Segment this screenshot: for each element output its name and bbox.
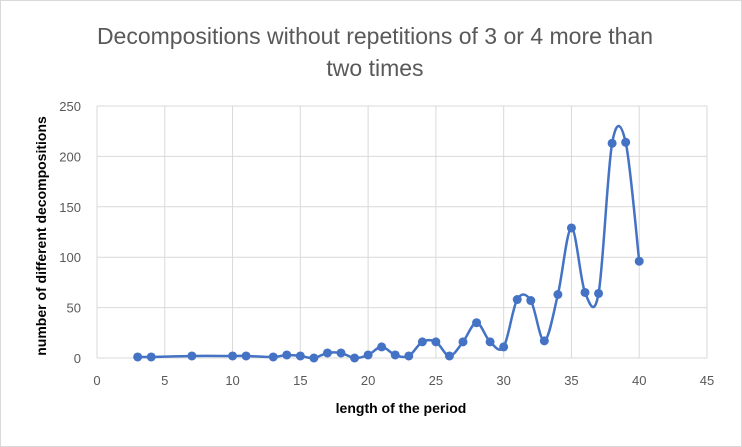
- x-tick-label: 10: [225, 373, 239, 388]
- x-tick-label: 45: [700, 373, 714, 388]
- data-point: [187, 351, 197, 361]
- data-point: [228, 351, 238, 361]
- y-tick-label: 200: [59, 149, 81, 164]
- data-point: [336, 348, 346, 358]
- data-point: [363, 350, 373, 360]
- y-tick-label: 250: [59, 99, 81, 114]
- data-point: [512, 295, 522, 305]
- data-point: [634, 256, 644, 266]
- x-tick-label: 20: [361, 373, 375, 388]
- data-point: [431, 337, 441, 347]
- series-line: [137, 124, 641, 360]
- data-point: [458, 337, 468, 347]
- y-tick-label: 100: [59, 250, 81, 265]
- data-point: [268, 352, 278, 362]
- x-axis-title: length of the period: [336, 400, 467, 416]
- gridlines: [96, 105, 708, 359]
- data-point: [499, 342, 509, 352]
- data-point: [309, 353, 319, 363]
- y-tick-label: 0: [74, 351, 81, 366]
- data-point: [580, 287, 590, 297]
- data-point: [282, 350, 292, 360]
- chart-title: Decompositions without repetitions of 3 …: [96, 23, 654, 81]
- data-point: [526, 296, 536, 306]
- data-point: [241, 351, 251, 361]
- x-tick-label: 5: [161, 373, 168, 388]
- data-point: [594, 288, 604, 298]
- data-point: [350, 353, 360, 363]
- data-point: [621, 137, 631, 147]
- y-tick-label: 150: [59, 200, 81, 215]
- data-point: [444, 351, 454, 361]
- y-axis-title: number of different decompositions: [33, 116, 49, 356]
- x-tick-label: 35: [564, 373, 578, 388]
- data-point: [566, 223, 576, 233]
- data-point: [390, 350, 400, 360]
- x-tick-label: 25: [429, 373, 443, 388]
- series-layer: [133, 124, 644, 363]
- x-tick-label: 30: [496, 373, 510, 388]
- data-point: [485, 337, 495, 347]
- data-point: [404, 351, 414, 361]
- y-axis-ticks: 0 50 100 150 200 250: [59, 99, 81, 366]
- data-point: [607, 138, 617, 148]
- y-tick-label: 50: [67, 301, 81, 316]
- data-point: [133, 352, 143, 362]
- data-point: [417, 337, 427, 347]
- data-point: [322, 348, 332, 358]
- data-point: [539, 336, 549, 346]
- data-point: [146, 352, 156, 362]
- x-axis-ticks: 0 5 10 15 20 25 30 35 40 45: [93, 373, 714, 388]
- data-point: [295, 351, 305, 361]
- data-point: [472, 318, 482, 328]
- x-tick-label: 40: [632, 373, 646, 388]
- data-point: [377, 342, 387, 352]
- x-tick-label: 0: [93, 373, 100, 388]
- data-point: [553, 289, 563, 299]
- x-tick-label: 15: [293, 373, 307, 388]
